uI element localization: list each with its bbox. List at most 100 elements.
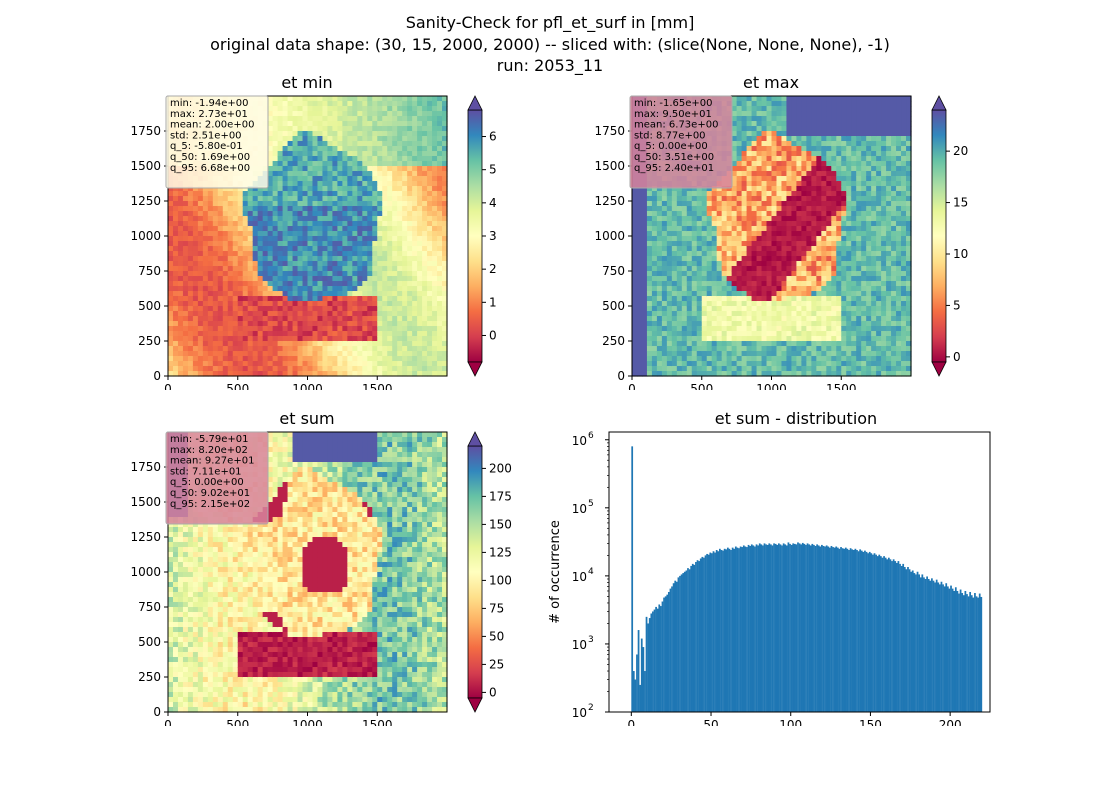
histogram-bar (790, 544, 793, 712)
y-tick-label: 750 (138, 264, 161, 278)
x-tick-label: 500 (226, 382, 249, 390)
y-tick-label: 1250 (130, 530, 161, 544)
histogram-bar (887, 557, 890, 712)
histogram-bar (730, 549, 732, 712)
x-tick-label: 150 (859, 718, 882, 726)
histogram-bar (961, 593, 964, 712)
histogram-bar (699, 558, 702, 712)
histogram-bar (784, 544, 787, 712)
colorbar-gradient (467, 445, 483, 699)
y-axis-label: # of occurrence (548, 520, 563, 624)
heatmap-field (168, 432, 448, 713)
y-tick-label: 1250 (594, 194, 625, 208)
colorbar-tick-label: 10 (953, 247, 968, 261)
x-tick-label: 1500 (362, 382, 393, 390)
histogram-bar (768, 543, 771, 712)
histogram-bar (894, 561, 897, 712)
histogram-bar (975, 596, 978, 712)
y-tick-label: 750 (602, 264, 625, 278)
stats-line: max: 2.73e+01 (170, 109, 248, 120)
histogram-bar (860, 550, 863, 712)
histogram-bar (726, 547, 729, 712)
colorbar-tick-label: 6 (489, 130, 497, 144)
histogram-bar (844, 547, 847, 712)
histogram-bar (793, 543, 796, 712)
histogram-bar (840, 547, 842, 712)
colorbar-extend-max (467, 95, 483, 111)
y-tick-exponent: 6 (588, 431, 594, 441)
histogram-bar (946, 586, 949, 712)
x-tick-label: 1000 (756, 382, 787, 390)
colorbar-tick-label: 1 (489, 295, 497, 309)
histogram-bar (846, 548, 849, 712)
histogram-bar (903, 567, 906, 712)
colorbar-gradient (931, 109, 947, 363)
colorbar-tick-label: 50 (489, 629, 504, 643)
histogram-bar (798, 543, 801, 712)
y-tick-label: 1500 (130, 159, 161, 173)
y-tick-label: 1250 (130, 194, 161, 208)
histogram-bar (650, 613, 653, 712)
histogram-bar (969, 591, 972, 712)
stats-line: q_95: 2.15e+02 (170, 499, 250, 510)
histogram-bar (832, 547, 834, 712)
histogram-bar (752, 545, 755, 712)
histogram-bar (945, 583, 948, 712)
x-axis: 0 500 1000 1500 (628, 376, 857, 390)
x-tick-label: 0 (628, 382, 636, 390)
histogram-bar (817, 545, 820, 712)
histogram-bar (851, 549, 854, 712)
y-tick-label: 10 (572, 502, 587, 516)
panel-title: et min (281, 73, 332, 92)
histogram-bar (776, 544, 779, 712)
y-tick-exponent: 3 (588, 635, 594, 645)
histogram-bar (867, 553, 869, 712)
histogram-bar (680, 574, 683, 712)
histogram-bar (674, 580, 677, 712)
y-tick-label: 250 (602, 334, 625, 348)
colorbar-gradient (467, 109, 483, 363)
x-tick-label: 500 (226, 718, 249, 726)
y-tick-label: 750 (138, 600, 161, 614)
histogram-bar (704, 555, 707, 712)
colorbar-tick-label: 200 (489, 461, 512, 475)
stats-line: min: -1.65e+00 (634, 98, 713, 109)
histogram-bar (822, 545, 825, 712)
y-tick-label: 10 (572, 638, 587, 652)
stats-line: min: -5.79e+01 (170, 434, 249, 445)
colorbar-tick-label: 150 (489, 517, 512, 531)
histogram-bar (883, 556, 885, 712)
histogram-bar (934, 582, 936, 712)
y-tick-label: 500 (602, 299, 625, 313)
figure-title-line-1: Sanity-Check for pfl_et_surf in [mm] (405, 13, 695, 32)
panel-title: et sum (279, 409, 334, 428)
histogram-bar (725, 549, 728, 712)
stats-line: mean: 6.73e+00 (634, 120, 718, 131)
y-axis: 0 250 500 750 1000 1250 1500 1750 (130, 460, 168, 719)
colorbar-extend-min (467, 697, 483, 713)
histogram-bar (655, 606, 657, 712)
histogram-bar (951, 588, 954, 712)
histogram-bar (698, 561, 701, 712)
histogram-bar (932, 580, 935, 712)
histogram-bar (919, 577, 922, 712)
y-tick-label: 1500 (594, 159, 625, 173)
histogram-bar (940, 581, 943, 712)
histogram-bar (926, 576, 928, 712)
histogram-bar (747, 544, 750, 712)
histogram-bar (895, 562, 898, 712)
histogram-bar (841, 548, 844, 712)
x-tick-label: 0 (164, 382, 172, 390)
histogram-bar (709, 552, 712, 712)
histogram-bar (637, 630, 640, 712)
histogram-bar (873, 553, 876, 712)
heatmap-et-min: et min 0 500 1000 1500 02505007501000125015… (130, 73, 497, 390)
histogram-bar (688, 569, 691, 712)
y-tick-exponent: 4 (588, 567, 594, 577)
x-tick-label: 50 (703, 718, 718, 726)
histogram-bar (642, 647, 645, 712)
histogram-bar (854, 548, 857, 712)
histogram-bar (664, 596, 667, 712)
x-tick-label: 200 (939, 718, 962, 726)
